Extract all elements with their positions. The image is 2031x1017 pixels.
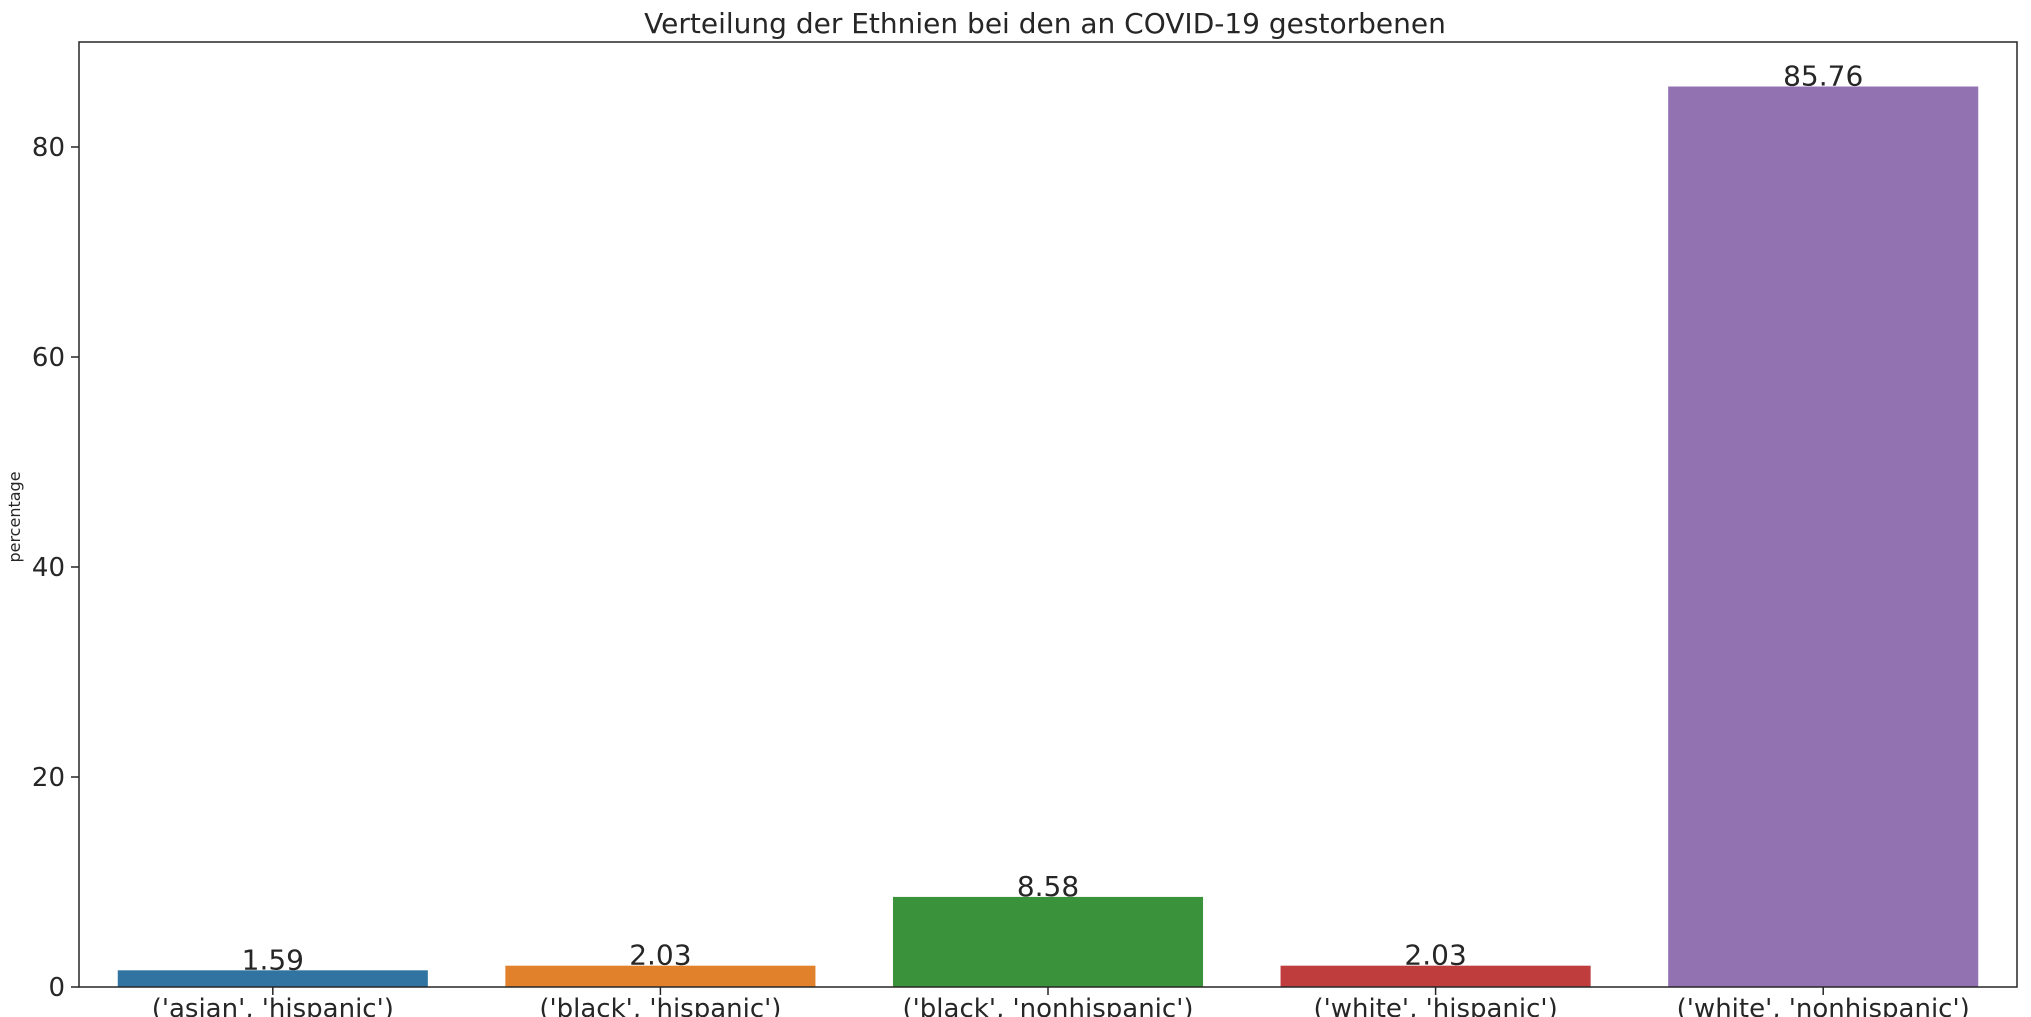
x-tick-label-3: ('white', 'hispanic') <box>1313 994 1557 1017</box>
bar-4 <box>1668 86 1979 987</box>
plot-area: 1.59 2.03 8.58 2.03 85.76 0 20 40 60 80 ('asian', … <box>32 41 2018 1017</box>
y-tick-label-4: 80 <box>32 133 65 163</box>
bar-3 <box>1280 965 1591 987</box>
value-label-1: 2.03 <box>629 939 691 972</box>
bar-0 <box>117 970 428 987</box>
y-tick-label-3: 60 <box>32 343 65 373</box>
value-label-0: 1.59 <box>242 943 304 976</box>
x-tick-label-4: ('white', 'nonhispanic') <box>1677 994 1970 1017</box>
x-tick-label-2: ('black', 'nonhispanic') <box>903 994 1194 1017</box>
x-tick-label-0: ('asian', 'hispanic') <box>152 994 394 1017</box>
value-label-2: 8.58 <box>1017 870 1079 903</box>
value-label-4: 85.76 <box>1783 60 1863 93</box>
value-label-3: 2.03 <box>1404 939 1466 972</box>
x-tick-label-1: ('black', 'hispanic') <box>539 994 781 1017</box>
y-axis-label: percentage <box>5 471 24 562</box>
y-tick-label-2: 40 <box>32 553 65 583</box>
chart-title: Verteilung der Ethnien bei den an COVID-… <box>644 7 1446 40</box>
bar-2 <box>892 896 1204 987</box>
bar-1 <box>505 965 816 987</box>
y-tick-label-1: 20 <box>32 763 65 793</box>
y-tick-label-0: 0 <box>48 973 65 1003</box>
